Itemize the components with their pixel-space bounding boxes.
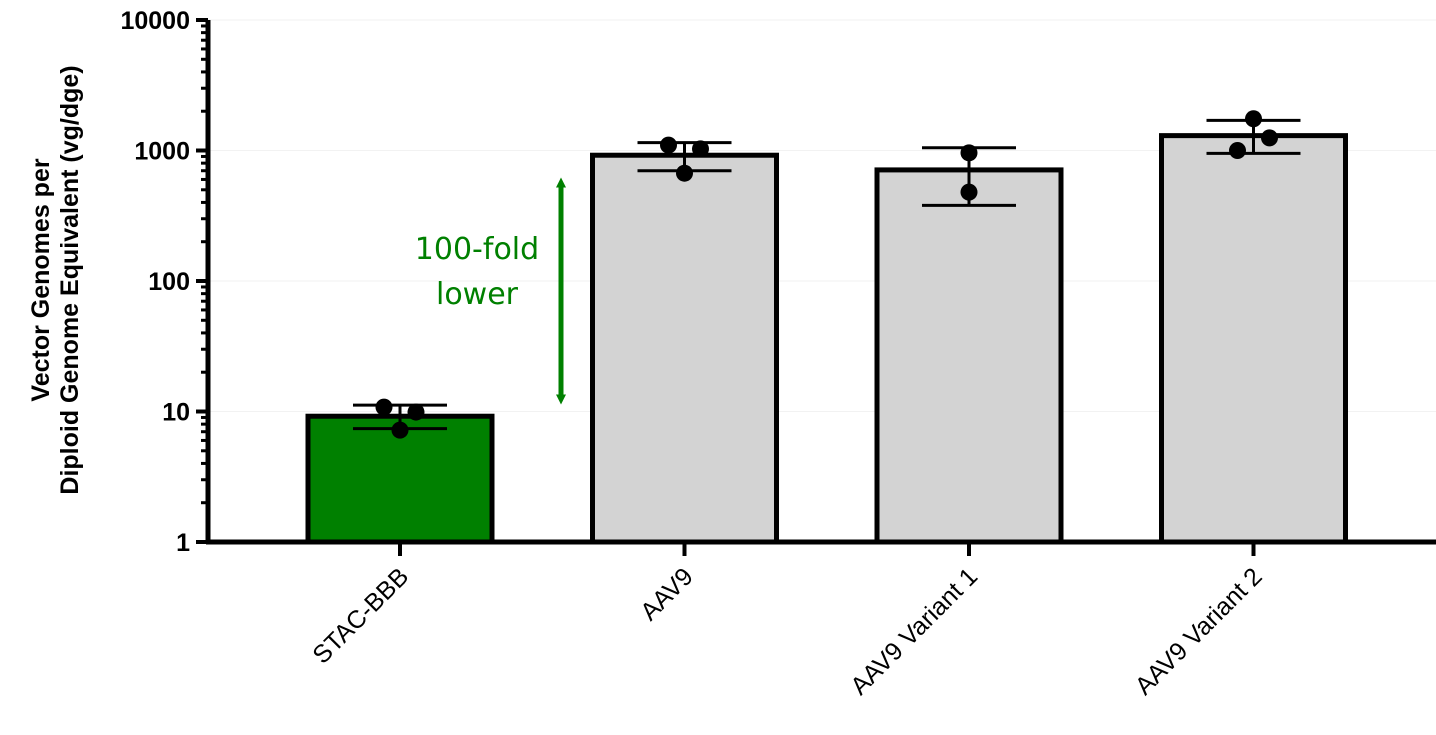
annotation-line-2: lower <box>436 277 519 312</box>
bar-2 <box>874 167 1064 545</box>
bar-3 <box>1159 133 1348 545</box>
data-point <box>1245 110 1262 128</box>
bar-1 <box>590 152 779 545</box>
x-tick-label: STAC-BBB <box>307 562 414 669</box>
y-tick-label: 10 <box>162 399 190 427</box>
y-axis-ticks: 1 10 100 1000 10000 <box>120 7 208 557</box>
y-axis-title-line-1: Vector Genomes per <box>27 158 55 401</box>
data-point <box>960 144 978 162</box>
data-point <box>1261 129 1278 147</box>
y-axis-title: Vector Genomes per Diploid Genome Equiva… <box>27 65 84 494</box>
data-points <box>375 110 1278 439</box>
data-point <box>960 183 978 201</box>
annotation-line-1: 100-fold <box>415 232 539 267</box>
error-bars <box>353 118 1301 431</box>
data-point <box>660 136 677 154</box>
x-tick-label: AAV9 Variant 2 <box>1130 562 1268 700</box>
fold-change-annotation: 100-fold lower <box>415 177 566 405</box>
x-tick-label: AAV9 <box>635 562 699 626</box>
y-tick-label: 10000 <box>120 7 190 35</box>
x-axis-labels: STAC-BBB AAV9 AAV9 Variant 1 AAV9 Variant 2 <box>307 542 1268 700</box>
y-tick-label: 100 <box>148 268 190 296</box>
x-tick-label: AAV9 Variant 1 <box>845 562 983 700</box>
data-point <box>692 140 709 158</box>
bars <box>305 133 1348 545</box>
y-tick-label: 1000 <box>134 138 190 166</box>
y-axis-title-line-2: Diploid Genome Equivalent (vg/dge) <box>56 65 84 494</box>
y-tick-label: 1 <box>176 529 190 557</box>
data-point <box>676 164 693 182</box>
data-point <box>391 421 409 439</box>
data-point <box>1229 142 1246 159</box>
data-point <box>375 398 393 416</box>
data-point <box>407 403 425 421</box>
